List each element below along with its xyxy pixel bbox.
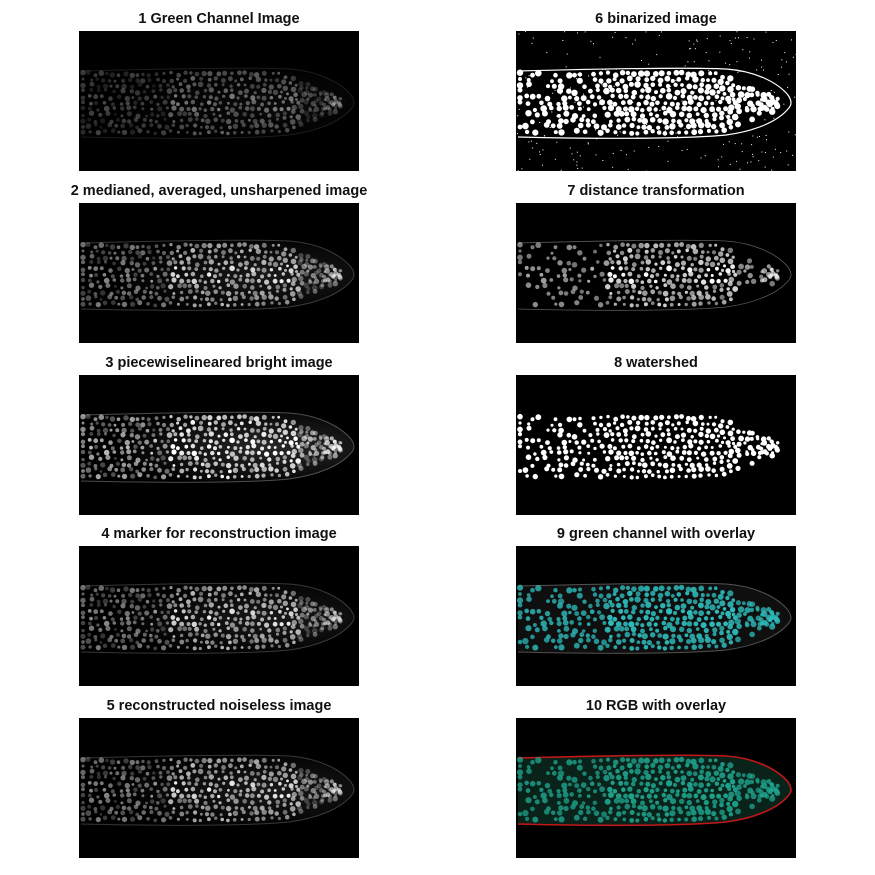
panel-image (79, 546, 359, 686)
panel-image (516, 546, 796, 686)
panel-image (79, 375, 359, 515)
panel-image (516, 203, 796, 343)
panel-title: 5 reconstructed noiseless image (106, 698, 332, 714)
panel-image (79, 31, 359, 171)
panel-title: 8 watershed (614, 355, 698, 371)
panel-image (516, 375, 796, 515)
panel-title: 7 distance transformation (567, 183, 745, 199)
panel-title: 2 medianed, averaged, unsharpened image (70, 183, 368, 199)
panel-title: 3 piecewiselineared bright image (105, 355, 333, 371)
panel-image (516, 718, 796, 858)
panel-title: 10 RGB with overlay (585, 698, 727, 714)
panel-title: 4 marker for reconstruction image (101, 526, 337, 542)
panel-image (79, 203, 359, 343)
panel-title: 6 binarized image (595, 11, 717, 27)
panel-image (516, 31, 796, 171)
panel-title: 9 green channel with overlay (556, 526, 756, 542)
panel-image (79, 718, 359, 858)
panel-title: 1 Green Channel Image (138, 11, 300, 27)
